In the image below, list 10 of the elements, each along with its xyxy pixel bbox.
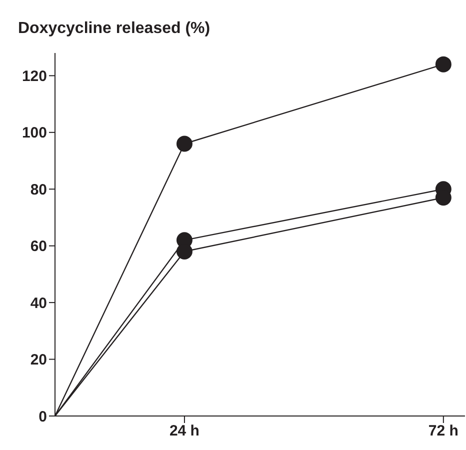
y-tick-label: 40 — [30, 294, 47, 312]
y-tick-label: 80 — [30, 181, 47, 198]
y-tick-label: 60 — [30, 238, 47, 256]
y-tick-label: 0 — [38, 408, 47, 426]
chart-title: Doxycycline released (%) — [17, 19, 212, 39]
y-tick-label: 120 — [22, 68, 47, 86]
y-tick-label: 100 — [22, 124, 47, 142]
x-tick-label: 24 h — [169, 422, 200, 440]
x-tick-label: 72 h — [428, 422, 458, 440]
y-tick-label: 20 — [30, 352, 47, 369]
